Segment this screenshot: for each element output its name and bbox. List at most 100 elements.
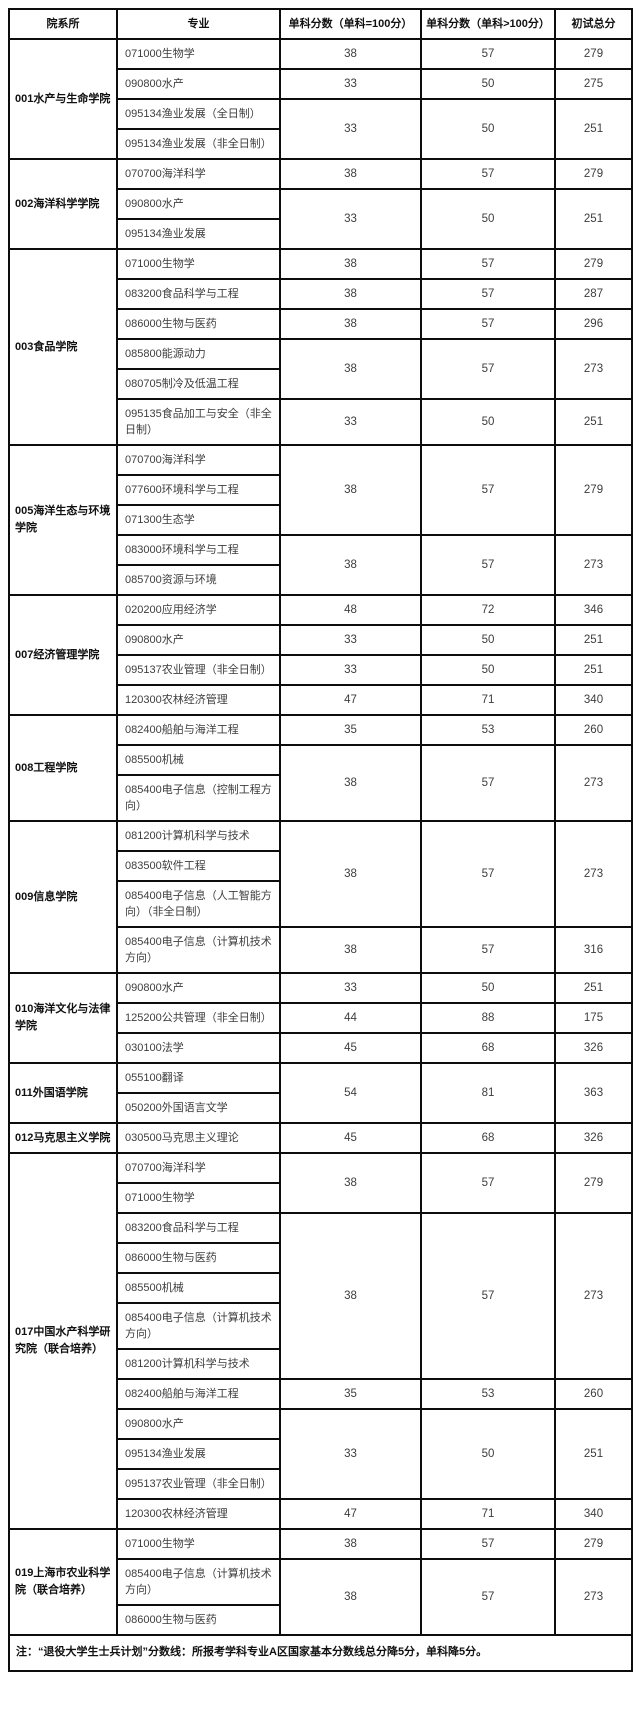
table-row: 001水产与生命学院 071000生物学 38 57 279 <box>8 38 633 160</box>
table-row: 050200外国语言文学 <box>9 1092 632 1124</box>
score-gt100-cell: 53 <box>420 1378 556 1410</box>
table-row: 085400电子信息（人工智能方向）（非全日制） <box>9 880 632 928</box>
table-row: 085400电子信息（计算机技术方向） <box>9 1302 632 1350</box>
score-eq100-cell: 47 <box>279 1498 422 1530</box>
table-row: 085800能源动力 38 57 273 <box>9 338 633 400</box>
major-cell: 095137农业管理（非全日制） <box>116 654 281 686</box>
total-score-cell: 340 <box>554 684 633 716</box>
total-score-cell: 279 <box>554 248 633 280</box>
total-score-cell: 275 <box>554 68 633 100</box>
total-score-cell: 273 <box>554 820 633 928</box>
table-row: 086000生物与医药 38 57 296 <box>9 308 633 340</box>
table-row: 011外国语学院 055100翻译 54 81 363 <box>8 1062 633 1124</box>
table-row: 077600环境科学与工程 <box>9 474 632 506</box>
score-gt100-cell: 50 <box>420 68 556 100</box>
score-eq100-cell: 38 <box>279 1528 422 1560</box>
score-gt100-cell: 72 <box>420 594 556 626</box>
score-gt100-cell: 57 <box>420 278 556 310</box>
score-gt100-cell: 53 <box>420 714 556 746</box>
table-row: 085400电子信息（计算机技术方向） 38 57 316 <box>9 926 633 974</box>
table-row: 081200计算机科学与技术 <box>9 1348 632 1380</box>
table-row: 083200食品科学与工程 38 57 273 <box>9 1212 633 1380</box>
score-gt100-cell: 68 <box>420 1032 556 1064</box>
major-cell: 085500机械 <box>116 744 281 776</box>
score-eq100-cell: 54 <box>279 1062 422 1124</box>
score-gt100-cell: 57 <box>420 338 556 400</box>
score-eq100-cell: 38 <box>279 534 422 596</box>
score-eq100-cell: 38 <box>279 38 422 70</box>
major-cell: 080705制冷及低温工程 <box>116 368 281 400</box>
table-row: 085700资源与环境 <box>9 564 632 596</box>
total-score-cell: 251 <box>554 654 633 686</box>
total-score-cell: 340 <box>554 1498 633 1530</box>
table-row: 005海洋生态与环境学院 070700海洋科学 38 57 279 <box>8 444 633 596</box>
total-score-cell: 279 <box>554 1528 633 1560</box>
major-cell: 090800水产 <box>116 68 281 100</box>
major-cell: 071000生物学 <box>116 1528 281 1560</box>
table-row: 017中国水产科学研究院（联合培养） 070700海洋科学 38 57 279 <box>8 1152 633 1530</box>
score-gt100-cell: 57 <box>420 744 556 822</box>
major-cell: 095137农业管理（非全日制） <box>116 1468 281 1500</box>
major-cell: 071000生物学 <box>116 1182 281 1214</box>
score-gt100-cell: 57 <box>420 926 556 974</box>
header-department: 院系所 <box>8 8 118 40</box>
score-gt100-cell: 57 <box>420 534 556 596</box>
header-score-gt100: 单科分数（单科>100分） <box>420 8 556 40</box>
department-cell: 003食品学院 <box>8 248 118 446</box>
total-score-cell: 316 <box>554 926 633 974</box>
total-score-cell: 273 <box>554 534 633 596</box>
major-cell: 095134渔业发展 <box>116 1438 281 1470</box>
score-gt100-cell: 57 <box>420 248 556 280</box>
department-cell: 012马克思主义学院 <box>8 1122 118 1154</box>
table-row: 080705制冷及低温工程 <box>9 368 632 400</box>
major-cell: 050200外国语言文学 <box>116 1092 281 1124</box>
total-score-cell: 363 <box>554 1062 633 1124</box>
table-row: 085400电子信息（计算机技术方向） 38 57 273 <box>9 1558 633 1636</box>
score-eq100-cell: 33 <box>279 1408 422 1500</box>
total-score-cell: 251 <box>554 398 633 446</box>
total-score-cell: 175 <box>554 1002 633 1034</box>
score-eq100-cell: 33 <box>279 972 422 1004</box>
major-cell: 070700海洋科学 <box>116 1152 281 1184</box>
major-cell: 120300农林经济管理 <box>116 1498 281 1530</box>
table-row: 120300农林经济管理 47 71 340 <box>9 1498 633 1530</box>
score-gt100-cell: 68 <box>420 1122 556 1154</box>
major-cell: 085400电子信息（计算机技术方向） <box>116 1302 281 1350</box>
table-row: 012马克思主义学院 030500马克思主义理论 45 68 326 <box>8 1122 633 1154</box>
major-cell: 095135食品加工与安全（非全日制） <box>116 398 281 446</box>
department-cell: 001水产与生命学院 <box>8 38 118 160</box>
total-score-cell: 251 <box>554 624 633 656</box>
score-gt100-cell: 50 <box>420 972 556 1004</box>
table-row: 085500机械 <box>9 1272 632 1304</box>
score-eq100-cell: 38 <box>279 158 422 190</box>
score-eq100-cell: 38 <box>279 1152 422 1214</box>
table-row: 095134渔业发展 <box>9 1438 632 1470</box>
table-row: 095137农业管理（非全日制） 33 50 251 <box>9 654 633 686</box>
major-cell: 090800水产 <box>116 972 281 1004</box>
major-cell: 070700海洋科学 <box>116 158 281 190</box>
major-cell: 083500软件工程 <box>116 850 281 882</box>
score-gt100-cell: 81 <box>420 1062 556 1124</box>
total-score-cell: 251 <box>554 188 633 250</box>
major-cell: 071000生物学 <box>116 248 281 280</box>
score-gt100-cell: 57 <box>420 158 556 190</box>
table-row: 086000生物与医药 <box>9 1604 632 1636</box>
score-eq100-cell: 45 <box>279 1032 422 1064</box>
major-cell: 085400电子信息（计算机技术方向） <box>116 926 281 974</box>
note-text: 注：“退役大学生士兵计划”分数线：所报考学科专业A区国家基本分数线总分降5分，单… <box>8 1634 633 1672</box>
table-row: 010海洋文化与法律学院 090800水产 33 50 251 <box>8 972 633 1064</box>
major-cell: 085400电子信息（计算机技术方向） <box>116 1558 281 1606</box>
score-eq100-cell: 33 <box>279 654 422 686</box>
major-cell: 095134渔业发展（全日制） <box>116 98 281 130</box>
major-cell: 055100翻译 <box>116 1062 281 1094</box>
major-cell: 086000生物与医药 <box>116 1242 281 1274</box>
table-row: 095134渔业发展（全日制） 33 50 251 <box>9 98 633 160</box>
table-row: 125200公共管理（非全日制） 44 88 175 <box>9 1002 633 1034</box>
total-score-cell: 251 <box>554 1408 633 1500</box>
score-gt100-cell: 57 <box>420 1152 556 1214</box>
department-cell: 009信息学院 <box>8 820 118 974</box>
score-eq100-cell: 38 <box>279 308 422 340</box>
note-row: 注：“退役大学生士兵计划”分数线：所报考学科专业A区国家基本分数线总分降5分，单… <box>8 1634 633 1672</box>
score-gt100-cell: 57 <box>420 1528 556 1560</box>
